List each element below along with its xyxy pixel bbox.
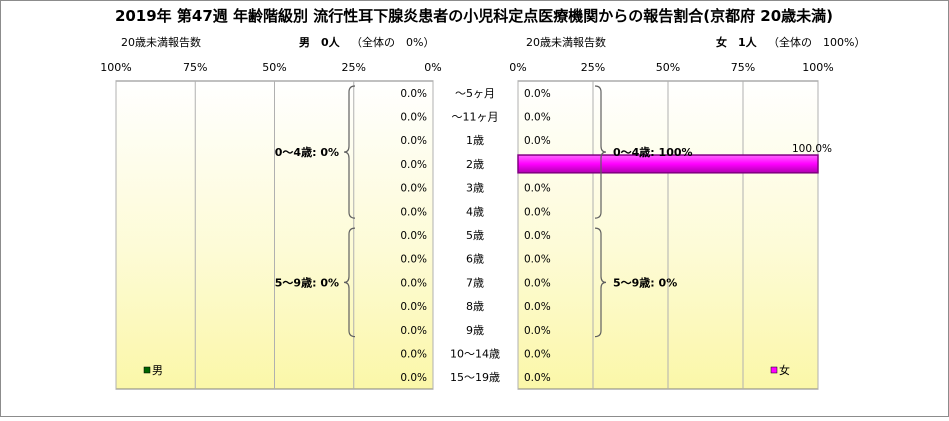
- female-tick-label: 25%: [581, 61, 605, 74]
- age-category-label: 2歳: [466, 158, 484, 171]
- age-category-label: 4歳: [466, 205, 484, 218]
- female-tick-label: 0%: [509, 61, 526, 74]
- female-value-label: 0.0%: [524, 372, 551, 384]
- female-bar: [517, 154, 819, 174]
- female-age-group-label: 5〜9歳: 0%: [613, 275, 677, 289]
- female-age-group-bracket: [594, 227, 607, 338]
- male-header-share: （全体の 0%）: [351, 35, 434, 49]
- male-age-group-label: 5〜9歳: 0%: [275, 275, 339, 289]
- chart-title: 2019年 第47週 年齢階級別 流行性耳下腺炎患者の小児科定点医療機関からの報…: [115, 7, 833, 25]
- age-category-label: 6歳: [466, 253, 484, 266]
- male-value-label: 0.0%: [400, 301, 427, 313]
- male-value-label: 0.0%: [400, 254, 427, 266]
- female-value-label: 100.0%: [792, 143, 832, 155]
- female-value-label: 0.0%: [524, 135, 551, 147]
- female-legend-label: 女: [779, 363, 790, 377]
- female-value-label: 0.0%: [524, 230, 551, 242]
- male-value-label: 0.0%: [400, 135, 427, 147]
- female-value-label: 0.0%: [524, 301, 551, 313]
- female-age-group-label: 0〜4歳: 100%: [613, 145, 693, 159]
- female-value-label: 0.0%: [524, 183, 551, 195]
- female-legend-swatch: [770, 366, 778, 374]
- female-value-label: 0.0%: [524, 206, 551, 218]
- age-category-label: 5歳: [466, 229, 484, 242]
- male-age-group-bracket: [343, 85, 356, 219]
- age-category-label: 〜11ヶ月: [452, 111, 499, 124]
- female-value-label: 0.0%: [524, 88, 551, 100]
- male-age-group-label: 0〜4歳: 0%: [275, 145, 339, 159]
- female-tick-label: 50%: [656, 61, 680, 74]
- male-tick-label: 50%: [262, 61, 286, 74]
- female-value-label: 0.0%: [524, 348, 551, 360]
- male-value-label: 0.0%: [400, 277, 427, 289]
- age-category-label: 3歳: [466, 182, 484, 195]
- age-category-label: 10〜14歳: [450, 347, 500, 360]
- age-category-label: 15〜19歳: [450, 371, 500, 384]
- male-value-label: 0.0%: [400, 325, 427, 337]
- male-tick-label: 75%: [183, 61, 207, 74]
- age-category-label: 8歳: [466, 300, 484, 313]
- male-legend-label: 男: [152, 364, 163, 377]
- age-category-label: 1歳: [466, 134, 484, 147]
- male-tick-label: 25%: [342, 61, 366, 74]
- female-header-count: 女 1人: [716, 35, 758, 49]
- age-category-label: 〜5ヶ月: [455, 87, 495, 100]
- male-value-label: 0.0%: [400, 372, 427, 384]
- male-header-label: 20歳未満報告数: [121, 36, 201, 49]
- female-value-label: 0.0%: [524, 325, 551, 337]
- female-age-group-bracket: [594, 85, 607, 219]
- male-value-label: 0.0%: [400, 230, 427, 242]
- male-value-label: 0.0%: [400, 348, 427, 360]
- female-tick-label: 75%: [731, 61, 755, 74]
- female-tick-label: 100%: [802, 61, 833, 74]
- male-tick-label: 100%: [100, 61, 131, 74]
- female-header-label: 20歳未満報告数: [526, 36, 606, 49]
- age-category-label: 7歳: [466, 276, 484, 289]
- male-value-label: 0.0%: [400, 88, 427, 100]
- plot-area: 100% 75% 50% 25% 0% 0% 25% 50% 75% 100% 〜5ヶ月〜11ヶ月 1…: [100, 61, 834, 390]
- male-legend-swatch: [143, 366, 151, 374]
- male-value-label: 0.0%: [400, 206, 427, 218]
- male-value-label: 0.0%: [400, 159, 427, 171]
- male-value-label: 0.0%: [400, 112, 427, 124]
- male-header-count: 男 0人: [299, 35, 341, 49]
- female-value-label: 0.0%: [524, 277, 551, 289]
- age-category-label: 9歳: [466, 324, 484, 337]
- male-tick-label: 0%: [424, 61, 441, 74]
- male-value-label: 0.0%: [400, 183, 427, 195]
- female-header-share: （全体の 100%）: [768, 35, 865, 49]
- female-value-label: 0.0%: [524, 254, 551, 266]
- male-age-group-bracket: [343, 227, 356, 338]
- female-value-label: 0.0%: [524, 112, 551, 124]
